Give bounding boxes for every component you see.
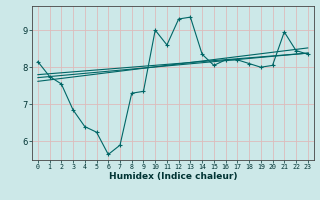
X-axis label: Humidex (Indice chaleur): Humidex (Indice chaleur) [108, 172, 237, 181]
